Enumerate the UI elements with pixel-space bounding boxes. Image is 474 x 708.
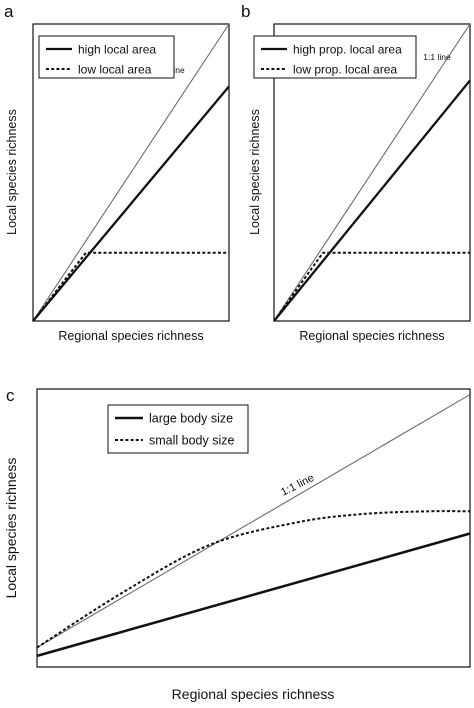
- y-axis-label: Local species richness: [248, 109, 262, 235]
- series-line-2: [32, 251, 229, 322]
- reference-line: [32, 23, 230, 322]
- legend: large body size small body size: [107, 404, 249, 454]
- panel-label: a: [4, 2, 14, 21]
- x-axis-label: Regional species richness: [58, 329, 203, 343]
- reference-line: [273, 23, 471, 322]
- legend-label-2: small body size: [149, 434, 234, 448]
- legend-box: [253, 35, 417, 79]
- legend-label-2: low prop. local area: [293, 63, 397, 77]
- x-axis-label: Regional species richness: [299, 329, 444, 343]
- legend-label-1: high prop. local area: [293, 43, 402, 57]
- x-axis-label: Regional species richness: [172, 686, 335, 702]
- y-axis-label: Local species richness: [3, 458, 19, 599]
- panel-label: c: [6, 386, 15, 405]
- panel-label: b: [241, 2, 250, 21]
- reference-line-label: 1:1 line: [423, 52, 451, 62]
- legend-label-1: large body size: [149, 412, 233, 426]
- series-line-2: [273, 251, 470, 322]
- legend-box: [107, 404, 249, 454]
- plot-frame: [36, 388, 471, 668]
- series-line-1: [273, 79, 471, 322]
- legend-box: [38, 35, 175, 79]
- panel-b: b 1:1 line Regional species richness Local …: [241, 2, 471, 343]
- series-line-1: [36, 532, 471, 658]
- reference-line: [36, 394, 471, 649]
- plot-frame: [273, 23, 471, 322]
- plot-frame: [32, 23, 230, 322]
- legend: high local area low local area: [38, 35, 175, 79]
- y-axis-label: Local species richness: [5, 109, 19, 235]
- legend-label-2: low local area: [78, 63, 152, 77]
- series-line-2: [36, 510, 471, 649]
- legend-label-1: high local area: [78, 43, 156, 57]
- legend: high prop. local area low prop. local are…: [253, 35, 417, 79]
- series-line-1: [32, 85, 230, 322]
